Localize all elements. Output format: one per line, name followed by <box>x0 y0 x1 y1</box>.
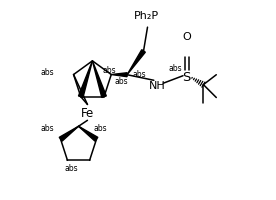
Text: O: O <box>182 32 191 42</box>
Text: abs: abs <box>114 76 128 85</box>
Polygon shape <box>92 62 106 98</box>
Polygon shape <box>59 127 79 141</box>
Text: NH: NH <box>149 80 166 90</box>
Text: abs: abs <box>169 64 182 73</box>
Text: abs: abs <box>41 68 55 77</box>
Polygon shape <box>78 62 92 98</box>
Text: abs: abs <box>133 69 146 78</box>
Polygon shape <box>111 73 127 77</box>
Text: abs: abs <box>94 123 107 132</box>
Polygon shape <box>127 50 145 75</box>
Text: abs: abs <box>102 66 116 75</box>
Text: Fe: Fe <box>81 106 94 119</box>
Text: Ph₂P: Ph₂P <box>134 11 160 21</box>
Text: S: S <box>182 71 191 84</box>
Text: abs: abs <box>41 123 55 132</box>
Polygon shape <box>79 127 98 141</box>
Text: abs: abs <box>65 164 78 173</box>
